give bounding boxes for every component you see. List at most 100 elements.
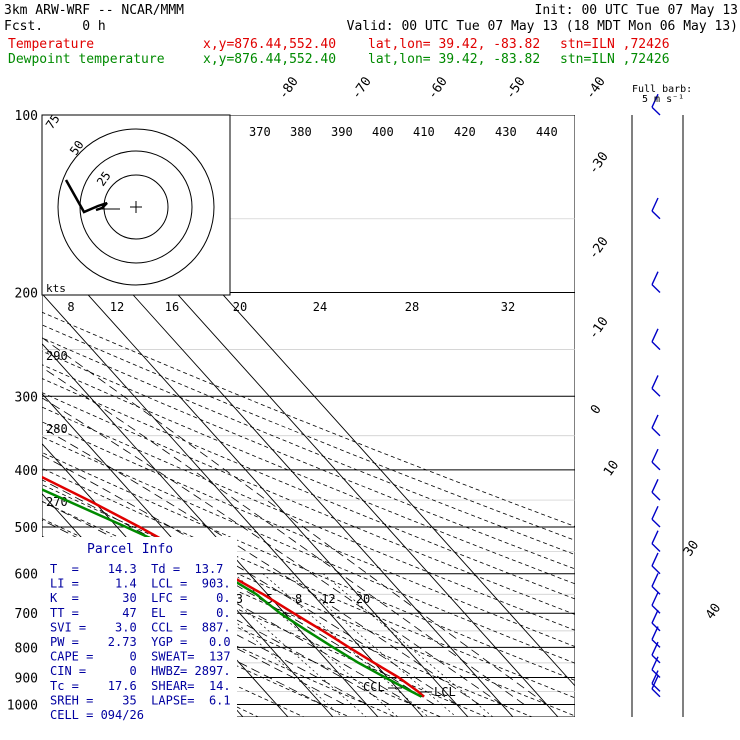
dewpoint-latlon: lat,lon= 39.42, -83.82	[368, 52, 541, 67]
forecast-hour: Fcst. 0 h	[4, 19, 106, 34]
sounding-profiles	[42, 475, 425, 698]
mixing-ratio-label: 8	[295, 592, 302, 606]
wind-barb-shaft	[651, 461, 661, 471]
mixing-ratio-line	[322, 573, 494, 717]
dry-adiabat	[42, 484, 575, 717]
wind-barb-flag	[651, 656, 659, 671]
wind-barb-flag	[651, 271, 659, 285]
isotherm	[0, 115, 18, 717]
dewpoint-station: stn=ILN ,72426	[560, 52, 670, 67]
wind-barb-flag	[651, 609, 659, 624]
parcel-info-row: SVI = 3.0 CCL = 887.	[50, 620, 231, 634]
hodograph-ring-label: 50	[67, 138, 87, 158]
hodograph-ring-label: 25	[94, 169, 114, 189]
isotherm-label: -60	[425, 74, 451, 102]
lcl-label: LCL	[434, 685, 456, 699]
isotherm-label: -20	[586, 234, 612, 262]
parcel-info-box: Parcel Info T = 14.3 Td = 13.7LI = 1.4 LC…	[42, 537, 237, 722]
theta-label: 440	[536, 125, 558, 139]
hodograph-axis-label: 20	[233, 300, 247, 314]
dry-adiabat	[42, 467, 575, 699]
mixing-ratio-line	[204, 573, 367, 717]
pressure-label-1000: 1000	[7, 699, 38, 714]
wind-barb-shaft	[651, 491, 661, 501]
wind-barb-shaft	[651, 427, 661, 437]
ccl-label: CCL	[363, 680, 385, 694]
wind-barb-shaft	[651, 585, 661, 595]
theta-label: 280	[46, 422, 68, 436]
wind-barb-flag	[651, 375, 659, 389]
theta-label: 420	[454, 125, 476, 139]
isotherm-label: -10	[586, 314, 612, 342]
moist-adiabat	[42, 500, 413, 705]
wind-barb-flag	[651, 670, 659, 684]
wind-barb-column	[631, 93, 684, 717]
isotherm-label: -40	[583, 74, 609, 102]
mixing-ratio-label: 20	[356, 592, 370, 606]
wind-barb-flag	[651, 626, 659, 640]
moist-adiabat	[42, 366, 525, 705]
pressure-label-800: 800	[15, 641, 38, 656]
wind-barb-flag	[651, 505, 659, 520]
dry-adiabat	[42, 364, 575, 585]
temperature-xy: x,y=876.44,552.40	[203, 37, 337, 52]
wind-barb-flag	[651, 552, 659, 567]
dry-adiabat	[42, 392, 575, 615]
dewpoint-profile	[42, 488, 422, 698]
wind-barb-flag	[651, 592, 659, 606]
valid-time: Valid: 00 UTC Tue 07 May 13 (18 MDT Mon …	[346, 19, 738, 34]
temperature-label: Temperature	[8, 37, 95, 52]
moist-adiabat	[42, 454, 458, 705]
isotherm	[42, 292, 424, 717]
parcel-info-row: CAPE = 0 SWEAT= 137	[50, 650, 231, 664]
theta-label: 370	[249, 125, 271, 139]
pressure-label-900: 900	[15, 672, 38, 687]
wind-barb-flag	[651, 93, 659, 108]
wind-barb-shaft	[651, 106, 661, 116]
isotherm-label: -30	[586, 149, 612, 177]
mixing-ratio-line	[262, 573, 429, 717]
wind-barb-shaft	[651, 622, 661, 632]
hodograph-trace	[64, 179, 108, 214]
init-time: Init: 00 UTC Tue 07 May 13	[534, 3, 739, 18]
wind-barb-shaft	[651, 688, 661, 698]
mixing-ratio-label: 12	[321, 592, 335, 606]
dry-adiabat	[42, 378, 575, 600]
parcel-info-row: PW = 2.73 YGP = 0.0	[50, 635, 231, 649]
isotherm-label: -80	[276, 74, 302, 102]
wind-barb-flag	[651, 414, 659, 429]
barb-legend-unit: 5 m s⁻¹	[642, 94, 685, 105]
wind-barb-flag	[651, 328, 659, 343]
wind-barb-flag	[651, 641, 659, 656]
temperature-profile	[42, 475, 425, 698]
wind-barb-shaft	[651, 210, 661, 220]
parcel-info-row: T = 14.3 Td = 13.7	[50, 562, 223, 576]
wind-barb-shaft	[651, 387, 661, 397]
isotherm-label: -50	[503, 74, 529, 102]
isotherm-label: 10	[601, 458, 622, 479]
hodograph-axis-label: 24	[313, 300, 327, 314]
dewpoint-xy: x,y=876.44,552.40	[203, 52, 337, 67]
dry-adiabat	[42, 572, 350, 717]
dry-adiabat	[42, 436, 575, 664]
hodograph-unit-label: kts	[46, 282, 66, 295]
dry-adiabat	[42, 350, 575, 570]
isotherm-label: 30	[681, 538, 702, 559]
parcel-info-row: TT = 47 EL = 0.	[50, 606, 231, 620]
isotherm-label: 0	[588, 402, 605, 417]
barb-legend-title: Full barb:	[632, 84, 693, 95]
parcel-info-row: SREH = 35 LAPSE= 6.1	[50, 693, 231, 707]
pressure-label-500: 500	[15, 521, 38, 536]
dry-adiabat	[42, 452, 575, 681]
pressure-label-200: 200	[15, 286, 38, 301]
wind-barb-flag	[651, 448, 659, 463]
theta-label: 290	[46, 349, 68, 363]
wind-barb-shaft	[651, 518, 661, 528]
wind-barb-flag	[651, 530, 659, 544]
wind-barb-shaft	[651, 604, 661, 614]
isotherm-label: -70	[349, 74, 375, 102]
temperature-latlon: lat,lon= 39.42, -83.82	[368, 37, 541, 52]
pressure-label-400: 400	[15, 464, 38, 479]
pressure-label-700: 700	[15, 607, 38, 622]
